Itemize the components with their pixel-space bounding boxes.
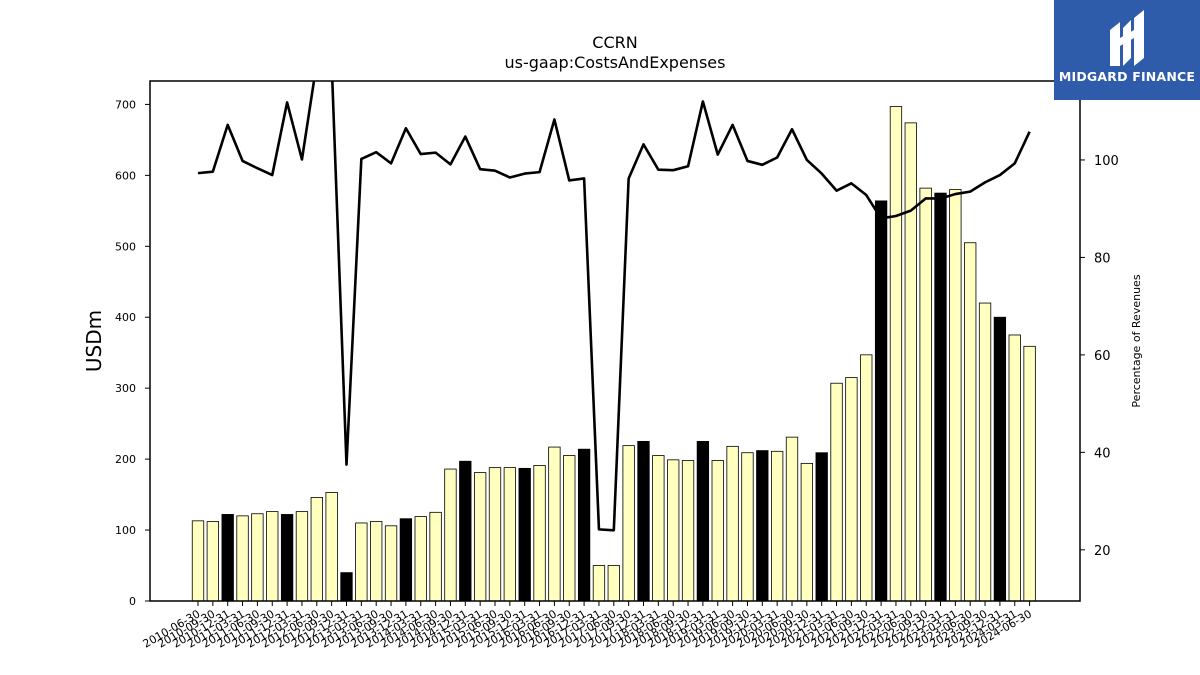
bar: [815, 452, 828, 602]
bar: [399, 518, 413, 602]
y-tick-label: 700: [115, 98, 136, 111]
bar: [726, 445, 739, 602]
bar: [325, 492, 338, 602]
bar: [964, 242, 977, 602]
bar: [652, 455, 665, 602]
bar: [934, 192, 947, 602]
y2-tick-label: 40: [1094, 446, 1111, 461]
midgard-mark-icon: [1110, 10, 1144, 66]
bar: [488, 467, 502, 602]
y-tick-label: 600: [115, 169, 136, 182]
bar: [310, 497, 323, 602]
bar: [696, 440, 710, 602]
bar: [592, 565, 606, 602]
bar: [548, 446, 561, 602]
bar: [295, 511, 309, 602]
bar: [711, 460, 724, 602]
bar: [251, 513, 264, 602]
y-tick-label: 300: [115, 382, 136, 395]
bar: [473, 472, 487, 602]
bar: [978, 302, 992, 602]
chart-title: CCRN: [592, 33, 637, 52]
y-axis-label: USDm: [82, 310, 106, 372]
y2-tick-label: 60: [1094, 349, 1111, 364]
y-tick-label: 400: [115, 311, 136, 324]
bar: [355, 522, 368, 602]
bar: [771, 450, 784, 602]
bar: [444, 468, 457, 602]
bar: [1008, 334, 1021, 602]
bar: [845, 377, 858, 602]
bar: [206, 521, 220, 602]
brand-logo: MIDGARD FINANCE: [1054, 0, 1200, 100]
bar: [681, 460, 695, 602]
y-tick-label: 500: [115, 240, 136, 253]
chart-subtitle: us-gaap:CostsAndExpenses: [505, 53, 726, 72]
y-tick-label: 0: [129, 595, 136, 608]
bar: [1023, 345, 1036, 602]
bar: [860, 354, 873, 602]
bar: [503, 467, 517, 602]
bar: [800, 462, 813, 602]
percentage-line: [197, 81, 1031, 532]
bar: [993, 316, 1007, 602]
y-tick-label: 200: [115, 453, 136, 466]
bar: [904, 122, 917, 602]
bar: [384, 525, 398, 602]
bar: [889, 106, 903, 602]
bar: [533, 465, 546, 602]
bar: [340, 572, 353, 602]
bar: [607, 565, 620, 602]
y2-tick-label: 100: [1094, 154, 1119, 169]
bar: [874, 200, 888, 602]
y2-tick-label: 80: [1094, 251, 1111, 266]
bar: [266, 511, 279, 602]
bar: [236, 515, 249, 602]
bar: [518, 467, 531, 602]
y2-axis-label: Percentage of Revenues: [1130, 274, 1143, 407]
y-tick-label: 100: [115, 524, 136, 537]
bar: [429, 511, 442, 602]
brand-name: MIDGARD FINANCE: [1058, 69, 1196, 84]
bar: [785, 436, 799, 602]
bar: [830, 382, 843, 602]
bar: [756, 450, 769, 602]
bar: [563, 455, 576, 602]
bar: [459, 460, 472, 602]
bar: [370, 521, 383, 602]
bar: [919, 187, 932, 602]
bar: [221, 514, 234, 602]
bar: [741, 452, 754, 602]
plot-frame: [149, 80, 1081, 602]
bar: [637, 440, 650, 602]
bar: [191, 520, 205, 602]
bar: [280, 514, 294, 602]
bar: [414, 516, 427, 602]
y2-tick-label: 20: [1094, 544, 1111, 559]
bar: [949, 189, 962, 602]
bar: [667, 459, 680, 602]
bar: [622, 445, 635, 602]
bar: [577, 448, 591, 602]
